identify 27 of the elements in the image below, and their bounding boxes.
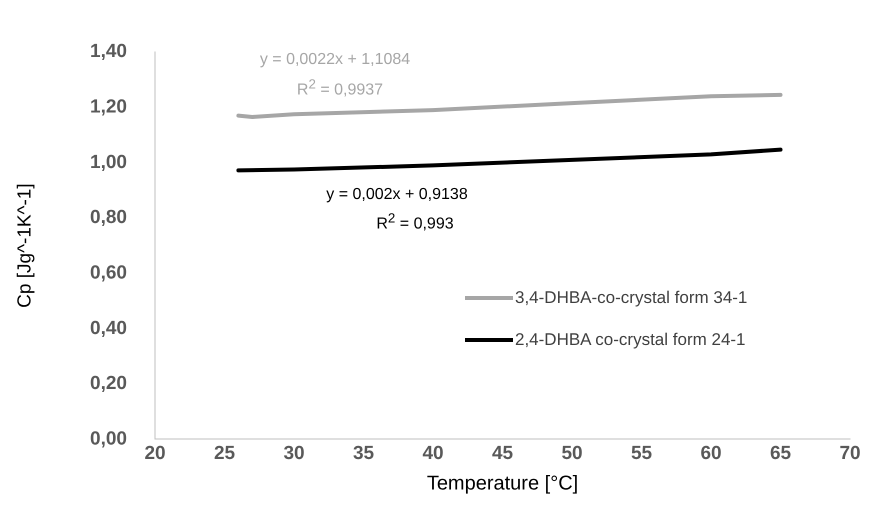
- x-axis-title: Temperature [°C]: [426, 472, 578, 495]
- y-tick-label: 0,00: [90, 428, 127, 450]
- y-axis-title: Cp [Jg^-1K^-1]: [14, 183, 36, 308]
- y-tick-label: 1,20: [90, 96, 127, 118]
- annotation: R$^{2}$ = 0,9937: [296, 76, 384, 100]
- x-tick-label: 60: [700, 442, 722, 464]
- x-tick-label: 35: [352, 442, 374, 464]
- y-tick-label: 0,60: [90, 262, 127, 284]
- legend-label: 2,4-DHBA co-crystal form 24-1: [515, 330, 746, 350]
- y-tick-label: 0,80: [90, 207, 127, 228]
- y-tick-label: 0,40: [90, 318, 127, 339]
- x-tick-label: 55: [630, 442, 652, 464]
- x-tick-label: 50: [561, 442, 583, 464]
- y-tick-label: 1,00: [90, 152, 127, 173]
- x-tick-label: 20: [144, 442, 166, 464]
- y-tick-label: 0,20: [90, 373, 127, 394]
- x-tick-label: 30: [283, 442, 305, 464]
- x-tick-label: 65: [770, 442, 792, 464]
- annotation: y = 0,002x + 0,9138: [326, 186, 468, 204]
- annotation: y = 0,0022x + 1,1084: [260, 51, 410, 69]
- annotation: R$^{2}$ = 0,993: [376, 210, 454, 234]
- x-tick-label: 40: [422, 442, 444, 464]
- x-tick-label: 45: [492, 442, 514, 464]
- legend-label: 3,4-DHBA-co-crystal form 34-1: [515, 288, 748, 308]
- x-tick-label: 25: [214, 442, 236, 464]
- y-tick-label: 1,40: [90, 41, 127, 62]
- x-tick-label: 70: [839, 442, 861, 464]
